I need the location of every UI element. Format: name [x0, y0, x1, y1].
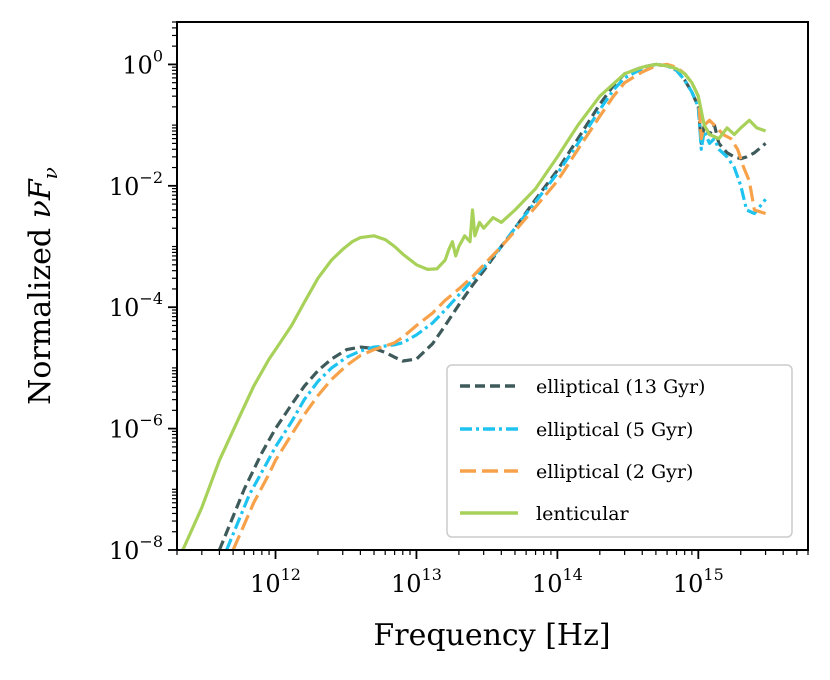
x-tick-label: 1012 [250, 565, 301, 598]
y-axis-title-symbol: νF [23, 178, 58, 218]
series-line-elliptical-2-gyr [231, 62, 767, 550]
legend: elliptical (13 Gyr) elliptical (5 Gyr) e… [446, 364, 793, 538]
y-tick-label: 10−2 [109, 168, 163, 201]
x-tick-label: 1015 [673, 565, 724, 598]
legend-label-elliptical-2gyr: elliptical (2 Gyr) [536, 461, 693, 483]
x-tick-label: 1014 [532, 565, 583, 598]
y-tick-label: 10−6 [109, 411, 163, 444]
y-tick-label: 10−4 [109, 289, 163, 322]
series-line-lenticular [181, 62, 767, 550]
legend-label-elliptical-5gyr: elliptical (5 Gyr) [536, 419, 693, 441]
x-axis: 1012 1013 1014 1015 [176, 550, 809, 598]
plot-frame [176, 21, 809, 551]
y-axis: 100 10−2 10−4 10−6 10−8 [109, 21, 177, 565]
series-line-elliptical-13-gyr [217, 62, 767, 550]
legend-label-lenticular: lenticular [536, 503, 630, 525]
x-axis-title: Frequency [Hz] [373, 618, 610, 653]
series-layer [181, 62, 767, 550]
legend-frame [446, 364, 793, 538]
legend-label-elliptical-13gyr: elliptical (13 Gyr) [536, 376, 705, 398]
y-axis-title-subscript: ν [38, 167, 62, 179]
y-tick-label: 100 [122, 46, 163, 79]
y-axis-title-text: Normalized [23, 218, 58, 404]
x-tick-label: 1013 [391, 565, 442, 598]
y-tick-label: 10−8 [109, 532, 163, 565]
y-axis-title: Normalized νFν [23, 167, 62, 405]
series-line-elliptical-5-gyr [225, 62, 767, 550]
